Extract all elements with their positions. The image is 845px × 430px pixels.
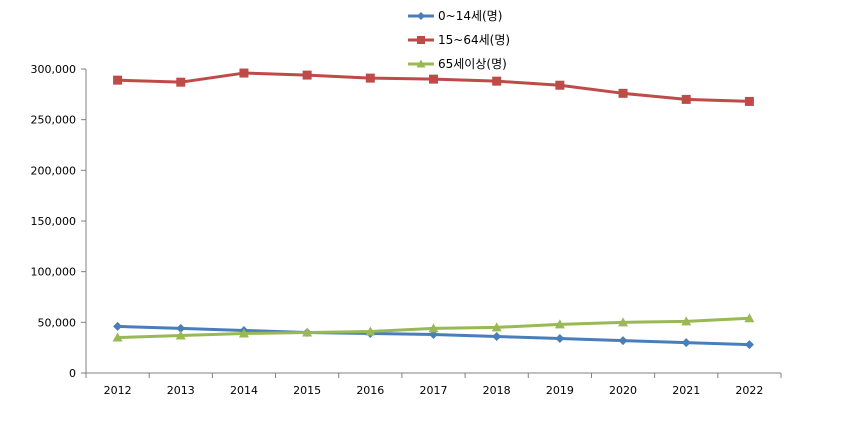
y-tick-label: 300,000	[31, 63, 77, 76]
x-tick-label: 2018	[483, 384, 511, 397]
y-axis-ticks: 0 50,000 100,000 150,000 200,000 250,000 300,0…	[31, 63, 86, 380]
data-point	[302, 70, 312, 80]
series-2	[112, 313, 755, 342]
legend-marker	[416, 59, 426, 68]
x-tick-label: 2014	[230, 384, 258, 397]
data-point	[238, 328, 249, 338]
y-tick-label: 150,000	[31, 215, 77, 228]
legend-marker	[417, 12, 425, 20]
x-tick-label: 2016	[356, 384, 384, 397]
data-point	[492, 76, 502, 86]
x-tick-label: 2013	[167, 384, 195, 397]
x-tick-label: 2017	[420, 384, 448, 397]
data-point	[239, 68, 249, 78]
data-point	[618, 317, 629, 327]
y-tick-label: 250,000	[31, 114, 77, 127]
x-axis-ticks: 2012 2013 2014 2015 2016 2017 2018 2019 2020 2021…	[85, 373, 782, 397]
legend-label: 15~64세(명)	[438, 33, 510, 47]
data-point	[365, 326, 376, 336]
data-point	[681, 338, 691, 348]
legend-label: 65세이상(명)	[438, 57, 507, 71]
y-tick-label: 100,000	[31, 266, 77, 279]
data-point	[744, 340, 754, 350]
data-point	[744, 313, 755, 323]
data-point	[492, 332, 502, 342]
legend-item: 15~64세(명)	[408, 33, 510, 47]
data-point	[113, 321, 123, 331]
data-point	[175, 330, 186, 340]
data-point	[618, 336, 628, 346]
chart-legend: 0~14세(명) 15~64세(명) 65세이상(명)	[408, 9, 510, 71]
legend-label: 0~14세(명)	[438, 9, 502, 23]
y-tick-label: 200,000	[31, 164, 77, 177]
data-point	[744, 96, 754, 106]
x-tick-label: 2015	[293, 384, 321, 397]
data-point	[112, 332, 123, 342]
data-point	[113, 75, 123, 85]
data-point	[176, 77, 186, 87]
data-point	[429, 74, 438, 84]
data-point	[365, 73, 375, 83]
x-tick-label: 2021	[672, 384, 700, 397]
y-tick-label: 50,000	[38, 316, 77, 329]
x-tick-label: 2020	[609, 384, 637, 397]
data-point	[302, 327, 313, 337]
legend-marker	[417, 36, 425, 44]
series-layer	[112, 68, 755, 350]
data-point	[428, 323, 439, 333]
data-point	[681, 94, 691, 104]
data-point	[176, 323, 186, 333]
x-tick-label: 2012	[104, 384, 132, 397]
data-point	[555, 334, 565, 344]
data-point	[681, 316, 692, 326]
data-point	[555, 80, 565, 90]
y-tick-label: 0	[69, 367, 76, 380]
series-1	[113, 68, 754, 106]
legend-item: 65세이상(명)	[408, 57, 507, 71]
data-point	[491, 322, 502, 332]
legend-item: 0~14세(명)	[408, 9, 502, 23]
x-tick-label: 2022	[735, 384, 763, 397]
x-tick-label: 2019	[546, 384, 574, 397]
data-point	[618, 88, 628, 98]
data-point	[554, 319, 565, 329]
